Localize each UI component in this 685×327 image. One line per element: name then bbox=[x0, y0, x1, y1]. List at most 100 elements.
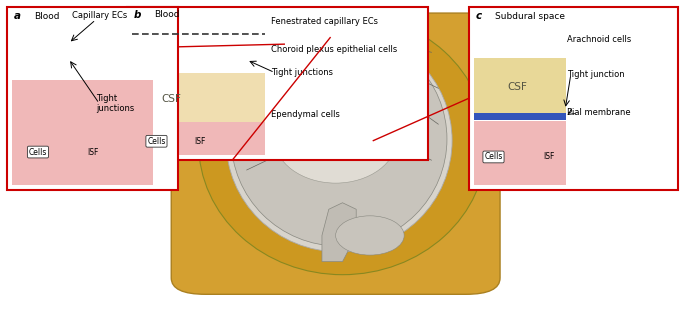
Ellipse shape bbox=[163, 44, 178, 61]
Text: Capillary ECs: Capillary ECs bbox=[72, 11, 127, 21]
Ellipse shape bbox=[129, 116, 138, 126]
Text: ISF: ISF bbox=[88, 147, 99, 157]
Ellipse shape bbox=[212, 116, 220, 126]
Ellipse shape bbox=[116, 46, 121, 52]
Ellipse shape bbox=[496, 44, 508, 57]
Bar bbox=[312, 38, 349, 52]
Ellipse shape bbox=[535, 27, 547, 41]
Ellipse shape bbox=[496, 27, 508, 41]
Ellipse shape bbox=[522, 44, 534, 57]
Ellipse shape bbox=[34, 46, 39, 52]
Ellipse shape bbox=[127, 44, 142, 61]
Bar bbox=[474, 58, 566, 116]
Ellipse shape bbox=[216, 44, 232, 61]
Ellipse shape bbox=[527, 31, 530, 35]
Ellipse shape bbox=[199, 44, 214, 61]
Bar bbox=[132, 122, 265, 155]
Ellipse shape bbox=[488, 48, 490, 51]
Text: Fenestrated capillary ECs: Fenestrated capillary ECs bbox=[271, 17, 378, 26]
Ellipse shape bbox=[95, 46, 101, 52]
Text: Cells: Cells bbox=[147, 137, 166, 146]
FancyBboxPatch shape bbox=[171, 13, 500, 294]
Text: Tight
junctions: Tight junctions bbox=[96, 94, 134, 113]
Ellipse shape bbox=[548, 27, 560, 41]
Ellipse shape bbox=[483, 44, 495, 57]
Text: Choroid plexus epithelial cells: Choroid plexus epithelial cells bbox=[271, 45, 398, 54]
Ellipse shape bbox=[133, 49, 137, 54]
Ellipse shape bbox=[475, 31, 477, 35]
Ellipse shape bbox=[240, 49, 244, 54]
Ellipse shape bbox=[68, 41, 86, 60]
Ellipse shape bbox=[509, 27, 521, 41]
Ellipse shape bbox=[136, 46, 142, 52]
Ellipse shape bbox=[242, 116, 251, 126]
Ellipse shape bbox=[181, 44, 196, 61]
Ellipse shape bbox=[509, 44, 521, 57]
Ellipse shape bbox=[48, 41, 66, 60]
Ellipse shape bbox=[231, 32, 447, 246]
Ellipse shape bbox=[160, 116, 169, 126]
Ellipse shape bbox=[89, 41, 107, 60]
Ellipse shape bbox=[540, 48, 543, 51]
Ellipse shape bbox=[169, 49, 173, 54]
Bar bbox=[474, 113, 566, 120]
Bar bbox=[7, 7, 178, 190]
Ellipse shape bbox=[181, 116, 189, 126]
Ellipse shape bbox=[75, 46, 80, 52]
Ellipse shape bbox=[191, 116, 199, 126]
Ellipse shape bbox=[171, 116, 179, 126]
Ellipse shape bbox=[488, 31, 490, 35]
Ellipse shape bbox=[305, 105, 360, 144]
Ellipse shape bbox=[13, 46, 18, 52]
Text: Ependymal cells: Ependymal cells bbox=[271, 110, 340, 119]
Ellipse shape bbox=[501, 48, 503, 51]
Text: Blood: Blood bbox=[34, 12, 60, 22]
Ellipse shape bbox=[470, 27, 482, 41]
Text: Arachnoid cells: Arachnoid cells bbox=[567, 35, 632, 44]
Text: c: c bbox=[476, 11, 482, 22]
Ellipse shape bbox=[501, 31, 503, 35]
Ellipse shape bbox=[222, 49, 226, 54]
Ellipse shape bbox=[186, 49, 190, 54]
Ellipse shape bbox=[548, 44, 560, 57]
Ellipse shape bbox=[7, 41, 25, 60]
Bar bbox=[469, 7, 678, 190]
Ellipse shape bbox=[145, 44, 160, 61]
Text: b: b bbox=[134, 10, 141, 20]
Text: Subdural space: Subdural space bbox=[495, 12, 565, 22]
Ellipse shape bbox=[232, 116, 240, 126]
Text: Cells: Cells bbox=[484, 152, 503, 162]
Ellipse shape bbox=[514, 48, 516, 51]
Ellipse shape bbox=[151, 49, 155, 54]
Ellipse shape bbox=[483, 27, 495, 41]
Ellipse shape bbox=[553, 31, 556, 35]
Ellipse shape bbox=[130, 41, 148, 60]
Ellipse shape bbox=[514, 31, 516, 35]
Bar bbox=[474, 121, 566, 185]
Text: ISF: ISF bbox=[543, 152, 555, 162]
Text: ISF: ISF bbox=[194, 137, 206, 146]
Ellipse shape bbox=[234, 44, 249, 61]
Ellipse shape bbox=[470, 44, 482, 57]
Ellipse shape bbox=[54, 46, 60, 52]
Ellipse shape bbox=[27, 41, 45, 60]
Ellipse shape bbox=[253, 116, 261, 126]
Polygon shape bbox=[322, 203, 356, 262]
Text: Tight junctions: Tight junctions bbox=[271, 68, 334, 77]
Ellipse shape bbox=[535, 44, 547, 57]
Text: a: a bbox=[14, 11, 21, 22]
Ellipse shape bbox=[222, 116, 230, 126]
Ellipse shape bbox=[475, 48, 477, 51]
Ellipse shape bbox=[226, 29, 452, 252]
Ellipse shape bbox=[201, 116, 210, 126]
Text: Cells: Cells bbox=[29, 147, 47, 157]
Ellipse shape bbox=[150, 116, 158, 126]
Text: Tight junction: Tight junction bbox=[567, 70, 625, 79]
Ellipse shape bbox=[553, 48, 556, 51]
Ellipse shape bbox=[540, 31, 543, 35]
Ellipse shape bbox=[336, 216, 404, 255]
Text: Blood: Blood bbox=[154, 10, 179, 20]
Ellipse shape bbox=[204, 49, 208, 54]
Ellipse shape bbox=[140, 116, 148, 126]
Text: CSF: CSF bbox=[161, 94, 182, 104]
